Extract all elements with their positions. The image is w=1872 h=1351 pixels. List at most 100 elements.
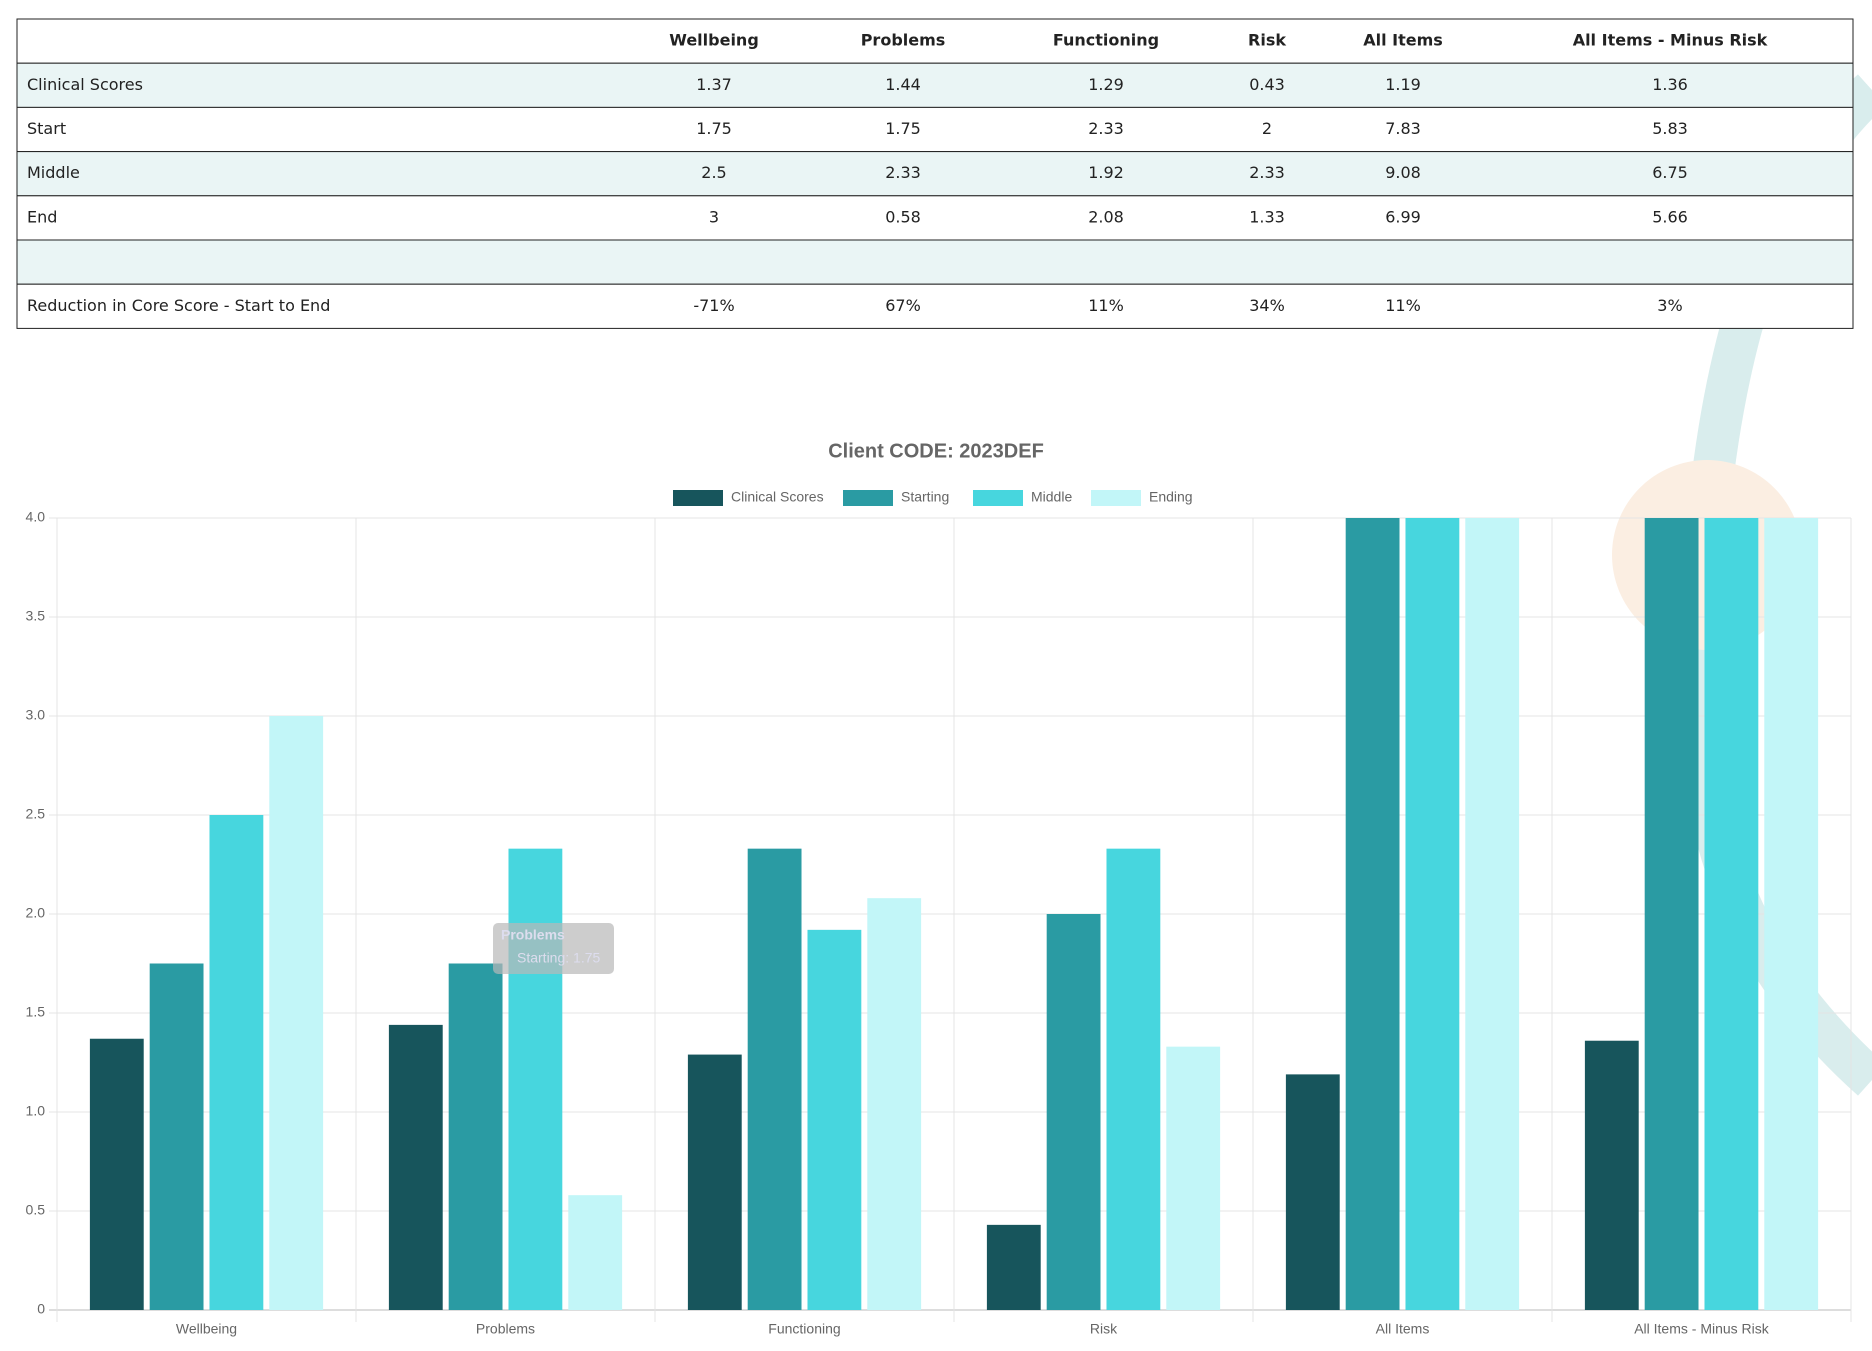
- cell: 11%: [1088, 296, 1124, 315]
- column-header: Problems: [861, 31, 946, 50]
- cell: 1.37: [696, 75, 732, 94]
- cell: 7.83: [1385, 119, 1421, 138]
- table-row: [16, 106, 1854, 153]
- cell: 2.33: [1249, 163, 1285, 182]
- column-header: Risk: [1248, 31, 1286, 50]
- bar: [508, 848, 563, 1310]
- cell: 34%: [1249, 296, 1285, 315]
- legend-swatch: [1091, 490, 1141, 506]
- cell: 1.33: [1249, 207, 1285, 226]
- bar: [687, 1054, 742, 1310]
- row-label: Clinical Scores: [27, 75, 143, 94]
- chart: 0 0.5 1.0 1.5 2.0 2.5 3.0 3.5 4.0 Clinical Scores…: [26, 489, 1852, 1337]
- column-header: All Items: [1363, 31, 1443, 50]
- bar: [1046, 914, 1101, 1310]
- table-row: [16, 62, 1854, 108]
- bar: [269, 716, 324, 1310]
- table-row: [16, 151, 1854, 197]
- cell: 2.33: [885, 163, 921, 182]
- bar: [1345, 518, 1400, 1310]
- bar: [1644, 518, 1699, 1310]
- cell: 1.75: [885, 119, 921, 138]
- cell: 5.66: [1652, 207, 1688, 226]
- y-tick-label: 3.5: [26, 608, 46, 624]
- y-tick-label: 2.5: [26, 806, 46, 822]
- bar: [1166, 1046, 1221, 1310]
- tooltip-title: Problems: [501, 927, 565, 943]
- legend-label: Starting: [901, 489, 949, 505]
- cell: 1.36: [1652, 75, 1688, 94]
- cell: 6.99: [1385, 207, 1421, 226]
- column-header: Functioning: [1053, 31, 1159, 50]
- bar: [1285, 1074, 1340, 1310]
- y-tick-label: 1.0: [26, 1103, 46, 1119]
- x-tick-label: Functioning: [768, 1321, 840, 1337]
- bar: [388, 1024, 443, 1310]
- bar: [568, 1195, 623, 1310]
- cell: 0.58: [885, 207, 921, 226]
- cell: 2: [1262, 119, 1272, 138]
- y-tick-label: 1.5: [26, 1004, 46, 1020]
- y-tick-label: 0: [37, 1301, 45, 1317]
- bar: [89, 1038, 144, 1310]
- cell: 2.08: [1088, 207, 1124, 226]
- bar: [747, 848, 802, 1310]
- row-label: Start: [27, 119, 66, 138]
- y-tick-label: 2.0: [26, 905, 46, 921]
- bar: [1584, 1040, 1639, 1310]
- tooltip: [493, 923, 614, 974]
- table-row: [16, 195, 1854, 241]
- cell: 2.33: [1088, 119, 1124, 138]
- bar: [1106, 848, 1161, 1310]
- cell: 1.19: [1385, 75, 1421, 94]
- x-tick-label: Problems: [476, 1321, 535, 1337]
- y-tick-label: 3.0: [26, 707, 46, 723]
- y-tick-label: 0.5: [26, 1202, 46, 1218]
- x-tick-label: Wellbeing: [176, 1321, 237, 1337]
- x-tick-label: All Items: [1376, 1321, 1430, 1337]
- bar: [986, 1224, 1041, 1310]
- legend-swatch: [673, 490, 723, 506]
- legend-label: Ending: [1149, 489, 1193, 505]
- bar: [1704, 518, 1759, 1310]
- legend-label: Middle: [1031, 489, 1072, 505]
- y-tick-label: 4.0: [26, 509, 46, 525]
- row-label: Reduction in Core Score - Start to End: [27, 296, 330, 315]
- bar: [1764, 518, 1819, 1310]
- cell: 6.75: [1652, 163, 1688, 182]
- bar: [1405, 518, 1460, 1310]
- column-header: All Items - Minus Risk: [1573, 31, 1768, 50]
- row-label: End: [27, 207, 57, 226]
- cell: 2.5: [701, 163, 726, 182]
- legend-swatch: [973, 490, 1023, 506]
- cell: 1.44: [885, 75, 921, 94]
- cell: 67%: [885, 296, 921, 315]
- table-row: [16, 283, 1854, 329]
- table: Wellbeing Problems Functioning Risk All Item…: [16, 18, 1854, 329]
- cell: 1.92: [1088, 163, 1124, 182]
- x-tick-label: Risk: [1090, 1321, 1118, 1337]
- bar: [209, 815, 264, 1310]
- chart-title: Client CODE: 2023DEF: [828, 440, 1044, 462]
- tooltip-text: Starting: 1.75: [517, 950, 600, 966]
- cell: 11%: [1385, 296, 1421, 315]
- table-row: [16, 239, 1854, 285]
- bar: [149, 963, 204, 1310]
- bar: [1465, 518, 1520, 1310]
- bar: [807, 929, 862, 1310]
- row-label: Middle: [27, 163, 80, 182]
- cell: 3: [709, 207, 719, 226]
- cell: -71%: [693, 296, 734, 315]
- cell: 5.83: [1652, 119, 1688, 138]
- cell: 0.43: [1249, 75, 1285, 94]
- cell: 1.29: [1088, 75, 1124, 94]
- x-tick-label: All Items - Minus Risk: [1634, 1321, 1770, 1337]
- legend-swatch: [843, 490, 893, 506]
- column-header: Wellbeing: [669, 31, 759, 50]
- table-row: [16, 18, 1854, 64]
- bar: [448, 963, 503, 1310]
- bar: [867, 898, 922, 1310]
- cell: 9.08: [1385, 163, 1421, 182]
